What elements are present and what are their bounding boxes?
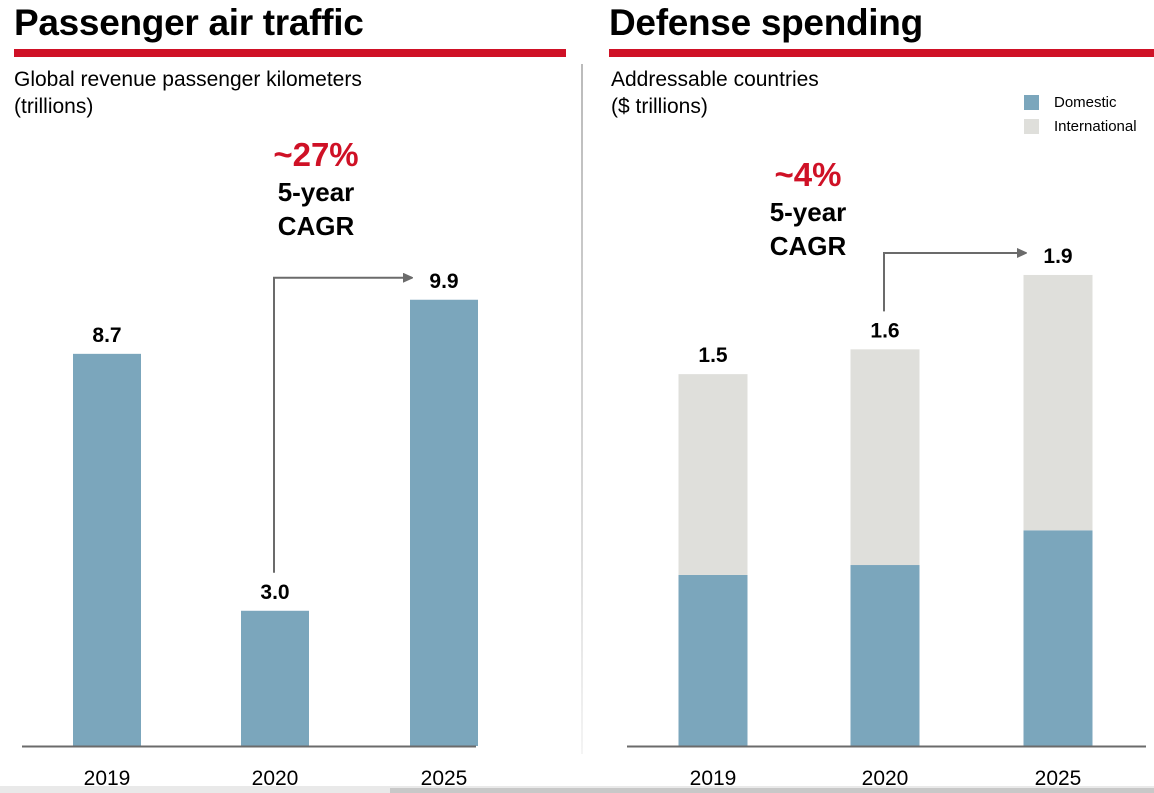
left-data-label-2025: 9.9 (429, 270, 458, 293)
legend-swatch-domestic (1024, 94, 1039, 110)
right-data-label-2020: 1.6 (870, 319, 899, 342)
left-cagr-label-line-1: 5-year (278, 177, 355, 207)
left-x-tick-label-2019: 2019 (84, 767, 131, 790)
right-subtitle-line-1: Addressable countries (611, 68, 819, 91)
legend-label-international: International (1054, 117, 1137, 135)
right-cagr-label-line-1: 5-year (770, 197, 847, 227)
right-x-tick-label-2025: 2025 (1035, 767, 1082, 790)
left-chart-title: Passenger air traffic (14, 2, 364, 43)
left-x-tick-label-2020: 2020 (252, 767, 299, 790)
right-bar-international-2025 (1023, 274, 1093, 531)
right-cagr-label-line-2: CAGR (770, 231, 847, 261)
right-chart-subtitle: Addressable countries ($ trillions) (611, 66, 819, 120)
right-cagr-value: ~4% (775, 156, 842, 193)
left-data-label-2019: 8.7 (92, 324, 121, 347)
right-bar-international-2020 (850, 349, 920, 566)
legend-label-domestic: Domestic (1054, 93, 1117, 111)
right-cagr-arrow (883, 253, 1026, 312)
left-cagr-arrow (273, 278, 412, 573)
legend: Domestic International (1024, 90, 1137, 138)
left-title-underline (14, 49, 566, 57)
right-bar-domestic-2019 (678, 574, 748, 746)
right-bar-international-2019 (678, 374, 748, 575)
bottom-scrollbar-thumb[interactable] (390, 788, 1154, 793)
left-cagr-label-line-2: CAGR (278, 211, 355, 241)
right-subtitle-line-2: ($ trillions) (611, 95, 708, 118)
left-x-tick-label-2025: 2025 (421, 767, 468, 790)
panel-divider (581, 64, 583, 754)
left-subtitle-line-1: Global revenue passenger kilometers (14, 68, 362, 91)
legend-swatch-international (1024, 118, 1039, 134)
left-cagr-value: ~27% (273, 136, 358, 173)
right-bar-domestic-2020 (850, 565, 920, 746)
right-bar-domestic-2025 (1023, 530, 1093, 746)
left-subtitle-line-2: (trillions) (14, 95, 94, 118)
legend-item-domestic: Domestic (1024, 90, 1137, 114)
right-data-label-2019: 1.5 (698, 344, 728, 367)
left-chart-subtitle: Global revenue passenger kilometers (tri… (14, 66, 362, 120)
right-title-underline (609, 49, 1154, 57)
left-data-label-2020: 3.0 (260, 581, 289, 604)
right-x-tick-label-2019: 2019 (690, 767, 737, 790)
legend-item-international: International (1024, 114, 1137, 138)
left-bar-2020 (241, 610, 309, 746)
left-bar-2025 (410, 299, 478, 746)
right-x-tick-label-2020: 2020 (862, 767, 909, 790)
right-chart-title: Defense spending (609, 2, 923, 43)
left-bar-2019 (73, 353, 141, 746)
right-data-label-2025: 1.9 (1043, 245, 1072, 268)
